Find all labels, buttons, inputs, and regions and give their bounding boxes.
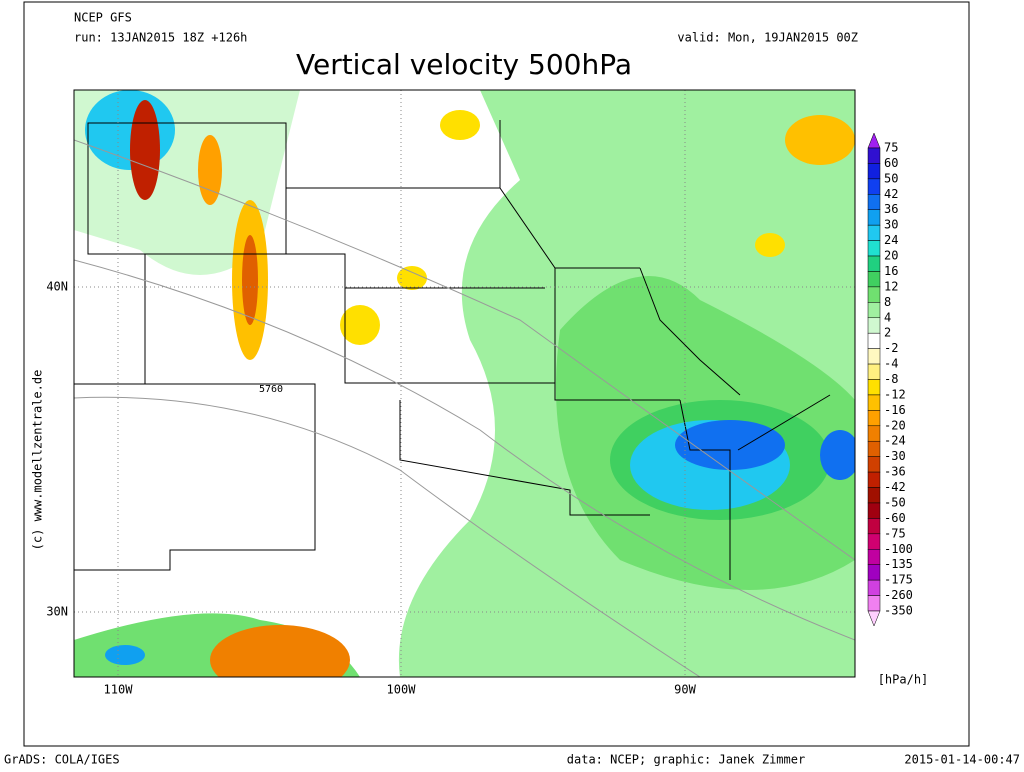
legend-label: -50 bbox=[884, 495, 906, 509]
run: run: 13JAN2015 18Z +126h bbox=[74, 31, 247, 45]
footer-left: GrADS: COLA/IGES bbox=[4, 753, 120, 767]
legend-swatch bbox=[867, 425, 881, 442]
legend-swatch bbox=[867, 394, 881, 411]
contour-label: 5760 bbox=[259, 384, 283, 395]
legend-label: -175 bbox=[884, 573, 913, 587]
legend: 75605042363024201612842-2-4-8-12-16-20-2… bbox=[867, 132, 913, 627]
lat-label: 40N bbox=[46, 280, 68, 294]
legend-swatch bbox=[867, 332, 881, 349]
legend-label: -75 bbox=[884, 526, 906, 540]
legend-label: -8 bbox=[884, 372, 898, 386]
legend-label: -16 bbox=[884, 403, 906, 417]
legend-swatch bbox=[867, 317, 881, 334]
legend-label: -260 bbox=[884, 588, 913, 602]
lat-label: 30N bbox=[46, 605, 68, 619]
legend-swatch bbox=[867, 178, 881, 195]
legend-label: 42 bbox=[884, 187, 898, 201]
legend-swatch bbox=[867, 286, 881, 303]
legend-label: -30 bbox=[884, 449, 906, 463]
legend-unit: [hPa/h] bbox=[878, 673, 929, 687]
legend-label: 60 bbox=[884, 156, 898, 170]
lon-label: 90W bbox=[674, 683, 696, 697]
legend-label: 50 bbox=[884, 171, 898, 185]
legend-label: 20 bbox=[884, 249, 898, 263]
legend-label: 4 bbox=[884, 310, 891, 324]
legend-arrow bbox=[867, 610, 881, 627]
legend-swatch bbox=[867, 379, 881, 396]
legend-swatch bbox=[867, 564, 881, 581]
footer-center: data: NCEP; graphic: Janek Zimmer bbox=[567, 753, 805, 767]
legend-swatch bbox=[867, 224, 881, 241]
legend-swatch bbox=[867, 549, 881, 565]
legend-label: -42 bbox=[884, 480, 906, 494]
title: Vertical velocity 500hPa bbox=[296, 48, 632, 81]
legend-swatch bbox=[867, 595, 881, 612]
legend-label: -12 bbox=[884, 387, 906, 401]
legend-swatch bbox=[867, 194, 881, 210]
legend-swatch bbox=[867, 271, 881, 288]
legend-label: -350 bbox=[884, 604, 913, 618]
legend-label: 36 bbox=[884, 202, 898, 216]
legend-swatch bbox=[867, 533, 881, 550]
lon-label: 110W bbox=[104, 683, 134, 697]
model: NCEP GFS bbox=[74, 11, 132, 25]
valid: valid: Mon, 19JAN2015 00Z bbox=[677, 31, 858, 45]
legend-swatch bbox=[867, 456, 881, 473]
legend-swatch bbox=[867, 471, 881, 488]
legend-swatch bbox=[867, 147, 881, 164]
legend-label: -36 bbox=[884, 465, 906, 479]
legend-swatch bbox=[867, 209, 881, 226]
legend-swatch bbox=[867, 240, 881, 257]
legend-label: -2 bbox=[884, 341, 898, 355]
map: 5760 40N 30N 110W 100W 90W (c) www.model… bbox=[31, 89, 856, 697]
legend-label: -60 bbox=[884, 511, 906, 525]
legend-swatch bbox=[867, 363, 881, 380]
legend-label: 2 bbox=[884, 326, 891, 340]
legend-label: -24 bbox=[884, 434, 906, 448]
legend-label: 75 bbox=[884, 141, 898, 155]
legend-swatch bbox=[867, 518, 881, 535]
legend-label: 30 bbox=[884, 218, 898, 232]
legend-label: 8 bbox=[884, 295, 891, 309]
watermark: (c) www.modellzentrale.de bbox=[31, 370, 45, 551]
legend-swatch bbox=[867, 163, 881, 180]
legend-swatch bbox=[867, 579, 881, 596]
legend-swatch bbox=[867, 302, 881, 319]
legend-label: 24 bbox=[884, 233, 898, 247]
legend-swatch bbox=[867, 410, 881, 427]
legend-label: -100 bbox=[884, 542, 913, 556]
legend-label: 12 bbox=[884, 279, 898, 293]
lon-label: 100W bbox=[387, 683, 417, 697]
legend-swatch bbox=[867, 348, 881, 365]
legend-label: -135 bbox=[884, 557, 913, 571]
legend-label: -4 bbox=[884, 357, 898, 371]
legend-swatch bbox=[867, 255, 881, 272]
legend-label: -20 bbox=[884, 418, 906, 432]
footer-right: 2015-01-14-00:47 bbox=[904, 753, 1020, 767]
legend-swatch bbox=[867, 487, 881, 504]
legend-swatch bbox=[867, 502, 881, 519]
legend-label: 16 bbox=[884, 264, 898, 278]
legend-swatch bbox=[867, 440, 881, 457]
